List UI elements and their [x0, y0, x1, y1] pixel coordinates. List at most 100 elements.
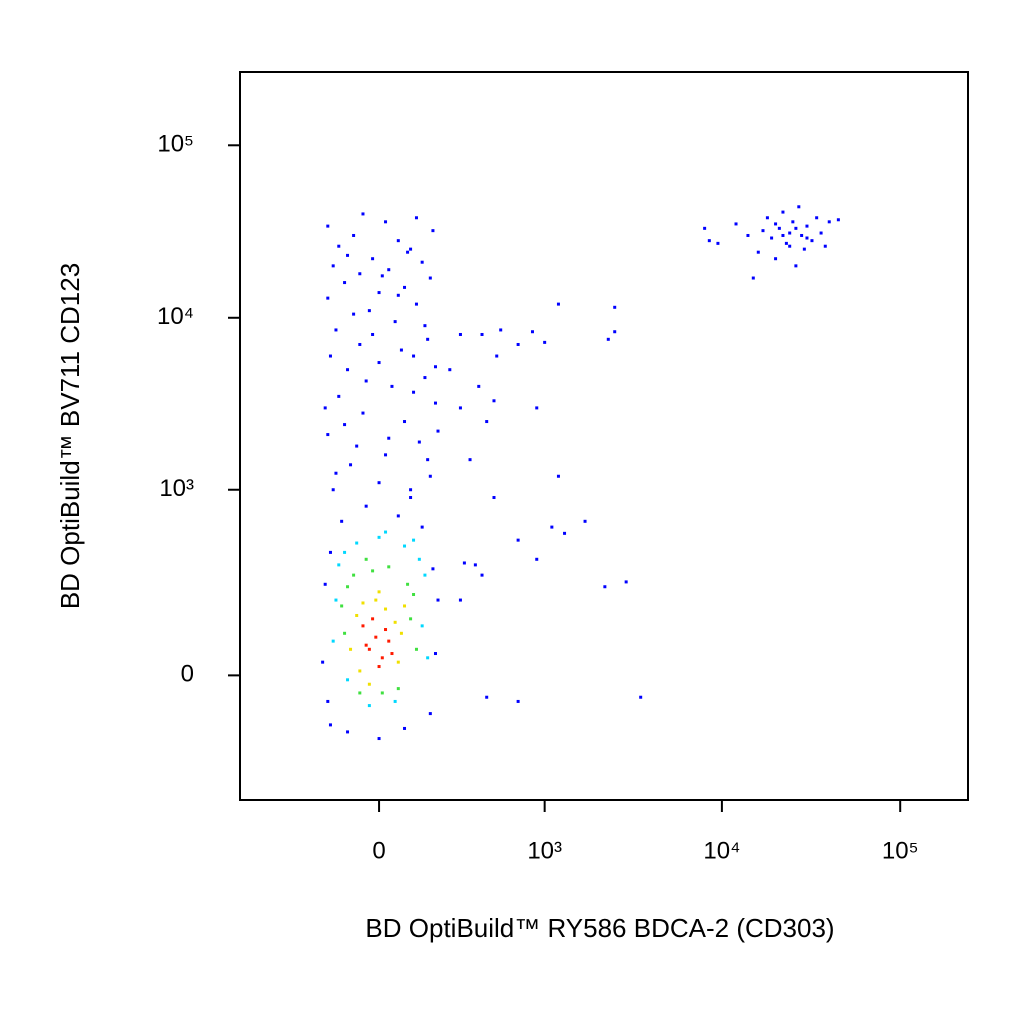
point: [340, 604, 344, 608]
point: [556, 474, 560, 478]
point: [364, 504, 368, 508]
point: [377, 665, 381, 669]
point: [794, 226, 798, 230]
point: [426, 458, 430, 462]
point: [543, 340, 547, 344]
point: [377, 535, 381, 539]
point: [426, 337, 430, 341]
point: [403, 420, 407, 424]
point: [751, 276, 755, 280]
point: [393, 620, 397, 624]
point: [371, 617, 375, 621]
point: [810, 239, 814, 243]
point: [414, 216, 418, 220]
point: [346, 678, 350, 682]
point: [323, 406, 327, 410]
point: [433, 652, 437, 656]
point: [387, 436, 391, 440]
point: [412, 538, 416, 542]
point: [791, 220, 795, 224]
point: [550, 525, 554, 529]
point: [556, 302, 560, 306]
point: [326, 433, 330, 437]
point: [387, 639, 391, 643]
point: [485, 420, 489, 424]
point: [613, 305, 617, 309]
point: [337, 244, 341, 248]
point: [406, 582, 410, 586]
point: [371, 569, 375, 573]
point: [377, 481, 381, 485]
point: [380, 691, 384, 695]
point: [364, 379, 368, 383]
point: [343, 281, 347, 285]
point: [384, 453, 388, 457]
point: [516, 342, 520, 346]
point: [328, 723, 332, 727]
point: [788, 231, 792, 235]
point: [606, 337, 610, 341]
point: [423, 324, 427, 328]
point: [384, 220, 388, 224]
y-tick-label: 10³: [159, 475, 194, 502]
point: [480, 332, 484, 336]
point: [346, 585, 350, 589]
point: [323, 582, 327, 586]
plot-frame: [239, 71, 969, 801]
point: [414, 647, 418, 651]
x-tick-label: 10⁵: [882, 837, 919, 864]
point: [412, 354, 416, 358]
point: [409, 496, 413, 500]
point: [396, 293, 400, 297]
point: [516, 538, 520, 542]
point: [819, 231, 823, 235]
point: [355, 541, 359, 545]
point: [499, 328, 503, 332]
point: [409, 247, 413, 251]
point: [349, 647, 353, 651]
point: [326, 699, 330, 703]
point: [355, 444, 359, 448]
point: [428, 474, 432, 478]
point: [431, 567, 435, 571]
point: [613, 330, 617, 334]
point: [420, 624, 424, 628]
point: [781, 233, 785, 237]
point: [781, 210, 785, 214]
point: [535, 406, 539, 410]
point: [624, 580, 628, 584]
point: [384, 628, 388, 632]
point: [346, 253, 350, 257]
point: [374, 598, 378, 602]
point: [458, 406, 462, 410]
point: [761, 229, 765, 233]
point: [436, 598, 440, 602]
point: [343, 423, 347, 427]
point: [349, 463, 353, 467]
point: [770, 236, 774, 240]
point: [358, 342, 362, 346]
point: [393, 699, 397, 703]
point: [399, 348, 403, 352]
point: [396, 660, 400, 664]
point: [805, 236, 809, 240]
point: [406, 250, 410, 254]
point: [448, 368, 452, 372]
point: [800, 233, 804, 237]
x-tick-label: 0: [372, 837, 385, 864]
point: [414, 302, 418, 306]
point: [361, 601, 365, 605]
point: [387, 565, 391, 569]
point: [364, 557, 368, 561]
point: [420, 525, 424, 529]
point: [328, 550, 332, 554]
point: [361, 212, 365, 216]
point: [367, 682, 371, 686]
point: [426, 656, 430, 660]
point: [334, 328, 338, 332]
point: [417, 440, 421, 444]
point: [797, 205, 801, 209]
point: [423, 573, 427, 577]
point: [423, 376, 427, 380]
point: [326, 296, 330, 300]
